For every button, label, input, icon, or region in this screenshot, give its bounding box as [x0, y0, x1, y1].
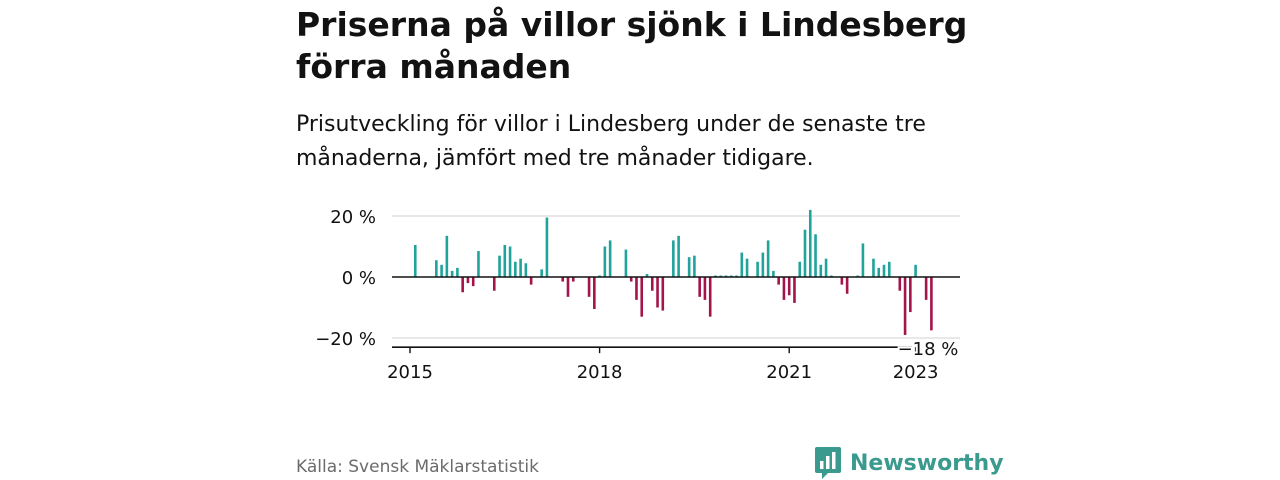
bar: [803, 229, 807, 277]
bar: [703, 277, 707, 300]
bar: [903, 277, 907, 335]
x-tick-label: 2018: [577, 362, 623, 383]
bar: [824, 258, 828, 277]
chart-subtitle: Prisutveckling för villor i Lindesberg u…: [296, 112, 926, 171]
bar: [872, 258, 875, 277]
bar: [745, 258, 749, 277]
bar: [793, 277, 796, 303]
bar: [514, 261, 517, 277]
newsworthy-logo: Newsworthy: [814, 446, 1004, 480]
bar: [561, 277, 565, 282]
bar: [687, 257, 691, 277]
y-tick-label: 0 %: [342, 268, 376, 289]
bar: [635, 277, 638, 300]
bar: [766, 240, 770, 277]
grid-lines: [392, 215, 960, 339]
bar: [492, 277, 496, 291]
bar: [930, 277, 933, 331]
bar: [740, 252, 744, 277]
bar: [587, 277, 591, 297]
bar: [761, 252, 765, 277]
bar: [645, 273, 649, 277]
bar: [877, 267, 881, 277]
axis-labels: 20 % 0 % −20 % 2015 2018 2021 2023−18 %: [315, 207, 960, 383]
source-note: Källa: Svensk Mäklarstatistik: [296, 457, 539, 477]
bar: [840, 277, 844, 285]
bar: [529, 277, 533, 285]
bar: [808, 209, 812, 277]
bar: [624, 249, 628, 277]
bar: [435, 260, 438, 277]
bar: [798, 261, 802, 277]
bar: [466, 277, 470, 284]
y-tick-label: −20 %: [315, 329, 376, 350]
bar: [777, 277, 780, 285]
bar: [650, 277, 654, 291]
bar: [440, 264, 443, 277]
bar: [772, 270, 775, 277]
bar: [819, 264, 823, 277]
bar: [708, 277, 712, 317]
bar: [845, 277, 849, 294]
bar: [508, 246, 512, 277]
bar: [640, 277, 644, 317]
bar: [593, 277, 596, 310]
bar: [603, 246, 607, 277]
bar: [887, 261, 891, 277]
bar-chart-logo-icon: [815, 447, 841, 479]
bar: [608, 240, 612, 277]
bar: [545, 217, 549, 277]
bar: [898, 277, 902, 291]
bar: [519, 258, 522, 277]
chart-title: Priserna på villor sjönk i Lindesberg fö…: [296, 5, 968, 86]
bar: [566, 277, 570, 297]
bar: [787, 277, 791, 296]
x-tick-label: 2021: [766, 362, 812, 383]
bar: [693, 255, 696, 277]
bar: [672, 240, 675, 277]
y-tick-label: 20 %: [330, 207, 376, 228]
bar: [656, 277, 659, 308]
bar: [524, 263, 528, 277]
bar: [756, 261, 759, 277]
bar: [629, 277, 633, 282]
bar: [503, 244, 507, 277]
bar: [413, 244, 417, 277]
bar: [477, 251, 480, 277]
bar: [677, 235, 680, 277]
bar: [882, 264, 886, 277]
bar: [456, 267, 459, 277]
bar: [909, 277, 912, 313]
bar-chart: 20 % 0 % −20 % 2015 2018 2021 2023−18 %: [315, 207, 960, 383]
brand-name: Newsworthy: [850, 450, 1004, 476]
bars: [413, 209, 933, 335]
bar: [450, 270, 454, 277]
bar: [471, 277, 475, 287]
last-value-label: −18 %: [898, 339, 959, 360]
bar: [814, 234, 817, 277]
bar: [571, 277, 575, 282]
x-tick-label: 2023: [893, 362, 939, 383]
bar: [698, 277, 701, 297]
bar: [914, 264, 917, 277]
bar: [782, 277, 786, 300]
bar: [498, 255, 501, 277]
bar: [661, 277, 665, 311]
axes: [392, 276, 960, 354]
bar: [861, 243, 865, 277]
bar: [540, 269, 543, 277]
x-tick-label: 2015: [387, 362, 433, 383]
bar: [461, 277, 464, 293]
bar: [924, 277, 928, 300]
bar: [445, 235, 449, 277]
